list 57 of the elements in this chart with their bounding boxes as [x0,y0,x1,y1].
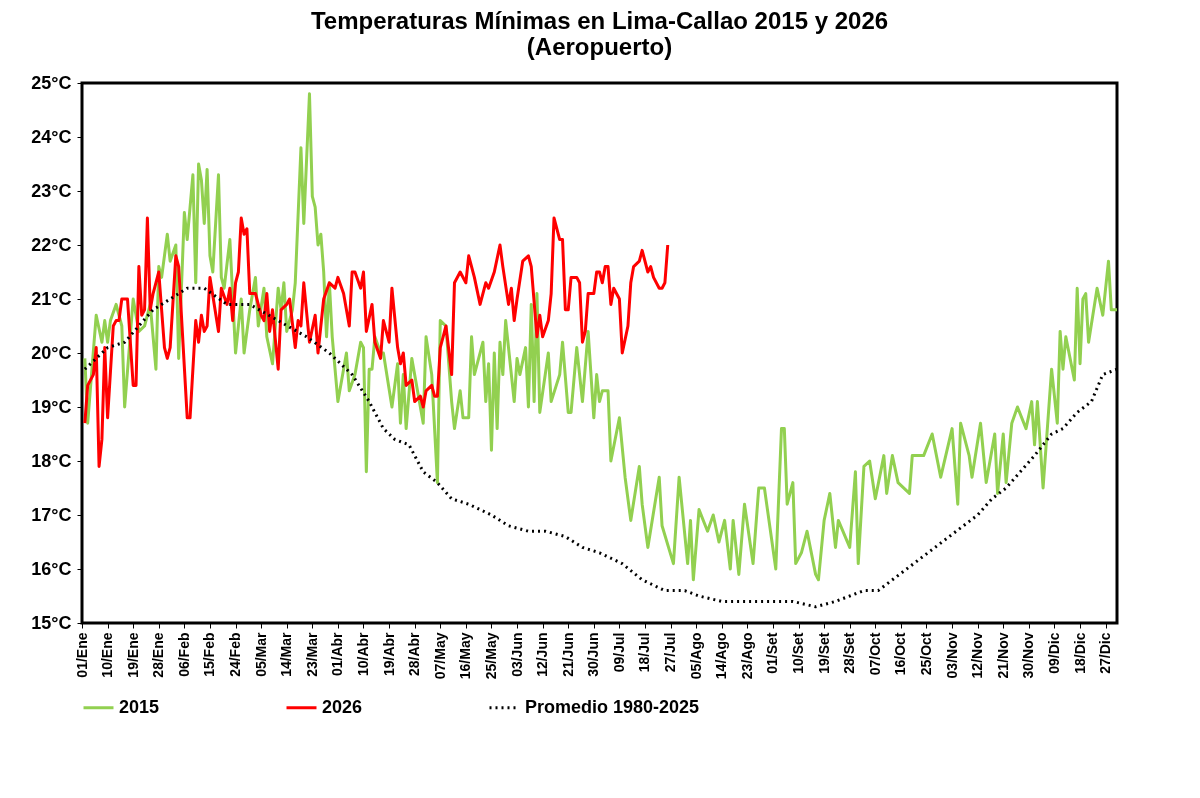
x-tick-label: 10/Abr [355,631,371,677]
x-tick-label: 12/Jun [534,632,551,677]
y-tick-label: 21°C [31,288,72,309]
x-tick-label: 14/Mar [278,631,295,677]
y-tick-label: 17°C [31,504,72,525]
legend-label: Promedio 1980-2025 [525,696,700,717]
x-tick-label: 16/May [457,632,474,680]
x-tick-label: 09/Jul [610,632,627,673]
x-tick-label: 01/Ene [73,632,90,678]
y-tick-label: 24°C [31,126,72,147]
x-tick-label: 05/Mar [252,631,269,677]
x-tick-label: 23/Ago [738,632,755,680]
x-tick-label: 30/Nov [1020,632,1037,679]
x-tick-label: 18/Dic [1071,632,1088,674]
y-tick-label: 20°C [31,342,72,363]
x-tick-label: 19/Ene [124,632,141,678]
legend-label: 2026 [322,696,363,717]
x-tick-label: 09/Dic [1045,632,1062,674]
x-tick-label: 27/Jul [662,632,679,673]
x-tick-label: 05/Ago [687,632,704,680]
x-tick-label: 28/Set [841,632,858,674]
x-tick-label: 12/Nov [969,632,986,679]
x-tick-label: 06/Feb [175,632,192,677]
y-tick-label: 22°C [31,234,72,255]
y-tick-label: 16°C [31,558,72,579]
x-tick-label: 19/Abr [380,631,397,677]
x-tick-label: 25/Oct [917,632,934,676]
x-tick-label: 01/Abr [329,631,346,677]
x-tick-label: 10/Set [790,632,807,674]
x-tick-label: 28/Ene [150,632,167,678]
legend-label: 2015 [119,696,160,717]
y-tick-label: 25°C [31,72,72,93]
x-tick-label: 03/Nov [943,632,960,679]
line-series [83,216,670,468]
x-tick-label: 19/Set [815,632,832,674]
x-tick-label: 07/Oct [866,632,883,676]
y-tick-label: 19°C [31,396,72,417]
x-tick-label: 10/Ene [99,632,116,678]
x-tick-label: 25/May [482,632,499,680]
y-tick-label: 23°C [31,180,72,201]
y-tick-label: 18°C [31,450,72,471]
x-tick-label: 28/Abr [406,631,423,677]
x-tick-label: 03/Jun [508,632,525,677]
x-tick-label: 24/Feb [227,632,244,677]
chart-title: Temperaturas Mínimas en Lima-Callao 2015 y 2026 (Aeropuerto) [310,7,889,60]
x-tick-label: 21/Nov [994,632,1011,679]
x-tick-label: 07/May [431,632,448,680]
x-tick-label: 27/Dic [1097,632,1114,674]
x-tick-label: 23/Mar [303,631,320,677]
x-tick-label: 16/Oct [892,632,909,676]
x-tick-label: 21/Jun [559,632,576,677]
x-tick-label: 14/Ago [713,632,730,680]
x-tick-label: 01/Set [764,632,781,674]
x-tick-label: 30/Jun [585,632,602,677]
x-tick-label: 18/Jul [636,632,653,673]
y-tick-label: 15°C [31,612,72,633]
x-tick-label: 15/Feb [201,632,218,677]
